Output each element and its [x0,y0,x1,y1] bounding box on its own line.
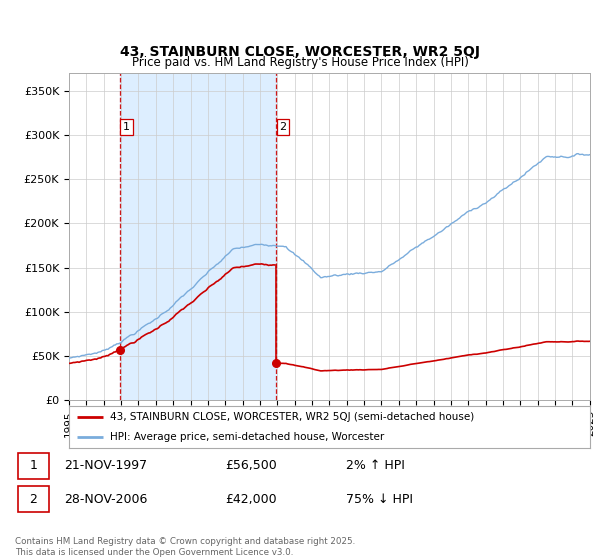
Text: 2: 2 [29,493,37,506]
Text: £56,500: £56,500 [225,459,277,472]
Text: Contains HM Land Registry data © Crown copyright and database right 2025.
This d: Contains HM Land Registry data © Crown c… [15,537,355,557]
Text: 21-NOV-1997: 21-NOV-1997 [64,459,147,472]
Text: HPI: Average price, semi-detached house, Worcester: HPI: Average price, semi-detached house,… [110,432,384,442]
Text: 2: 2 [280,122,286,132]
Text: £42,000: £42,000 [225,493,277,506]
Text: 2% ↑ HPI: 2% ↑ HPI [346,459,405,472]
Bar [18,487,49,512]
Bar [119,73,276,400]
Bar [18,453,49,479]
Text: Price paid vs. HM Land Registry's House Price Index (HPI): Price paid vs. HM Land Registry's House … [131,57,469,69]
Text: 1: 1 [123,122,130,132]
Text: 43, STAINBURN CLOSE, WORCESTER, WR2 5QJ: 43, STAINBURN CLOSE, WORCESTER, WR2 5QJ [120,45,480,59]
Text: 1: 1 [29,459,37,472]
Text: 28-NOV-2006: 28-NOV-2006 [64,493,147,506]
Text: 75% ↓ HPI: 75% ↓ HPI [346,493,413,506]
Text: 43, STAINBURN CLOSE, WORCESTER, WR2 5QJ (semi-detached house): 43, STAINBURN CLOSE, WORCESTER, WR2 5QJ … [110,412,474,422]
